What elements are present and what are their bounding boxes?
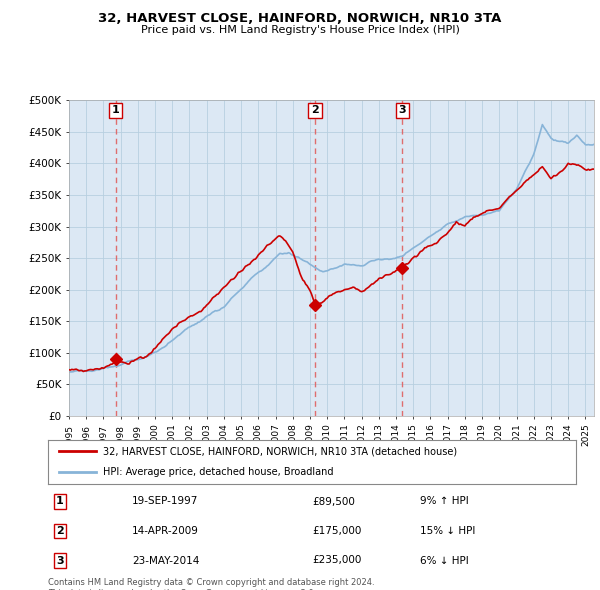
Text: 32, HARVEST CLOSE, HAINFORD, NORWICH, NR10 3TA (detached house): 32, HARVEST CLOSE, HAINFORD, NORWICH, NR… — [103, 447, 458, 457]
Text: Price paid vs. HM Land Registry's House Price Index (HPI): Price paid vs. HM Land Registry's House … — [140, 25, 460, 35]
Text: 3: 3 — [56, 556, 64, 565]
Text: 9% ↑ HPI: 9% ↑ HPI — [420, 497, 469, 506]
Text: 2: 2 — [56, 526, 64, 536]
Text: 19-SEP-1997: 19-SEP-1997 — [132, 497, 199, 506]
Text: 1: 1 — [56, 497, 64, 506]
Text: 14-APR-2009: 14-APR-2009 — [132, 526, 199, 536]
Text: 2: 2 — [311, 106, 319, 116]
Text: 15% ↓ HPI: 15% ↓ HPI — [420, 526, 475, 536]
Text: Contains HM Land Registry data © Crown copyright and database right 2024.
This d: Contains HM Land Registry data © Crown c… — [48, 578, 374, 590]
Text: £175,000: £175,000 — [312, 526, 361, 536]
Text: 1: 1 — [112, 106, 119, 116]
Text: £89,500: £89,500 — [312, 497, 355, 506]
Text: 6% ↓ HPI: 6% ↓ HPI — [420, 556, 469, 565]
Text: 23-MAY-2014: 23-MAY-2014 — [132, 556, 199, 565]
Text: 3: 3 — [398, 106, 406, 116]
Text: 32, HARVEST CLOSE, HAINFORD, NORWICH, NR10 3TA: 32, HARVEST CLOSE, HAINFORD, NORWICH, NR… — [98, 12, 502, 25]
Text: £235,000: £235,000 — [312, 556, 361, 565]
Text: HPI: Average price, detached house, Broadland: HPI: Average price, detached house, Broa… — [103, 467, 334, 477]
